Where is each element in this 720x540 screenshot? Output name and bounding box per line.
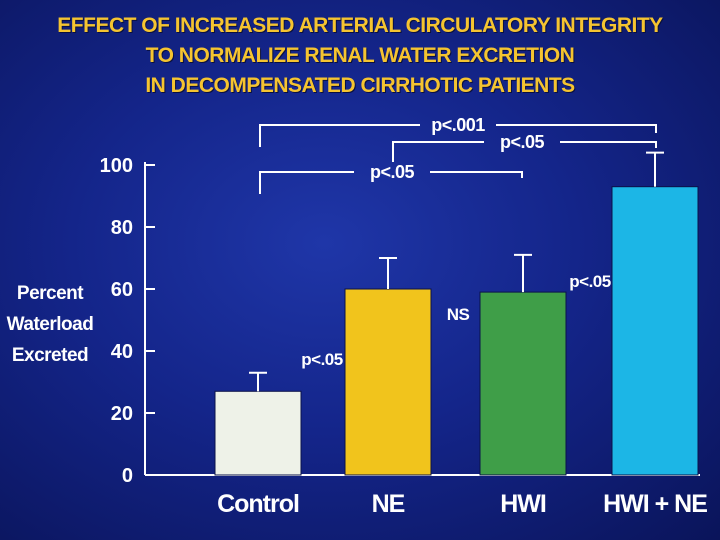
x-tick-label-hwi-ne: HWI + NE: [603, 490, 707, 518]
annotation-label-1: p<.05: [301, 350, 342, 369]
comparison-label-1: p<.001: [431, 115, 485, 135]
chart-title-line-2: TO NORMALIZE RENAL WATER EXCRETION: [145, 44, 575, 67]
chart-title-line-3: IN DECOMPENSATED CIRRHOTIC PATIENTS: [145, 74, 575, 97]
bar-ne: [344, 288, 432, 476]
y-tick-label-80: 80: [111, 217, 133, 239]
comparison-bracket-3: [259, 171, 523, 194]
y-axis-label-line-3: Excreted: [11, 345, 89, 366]
comparison-label-3: p<.05: [370, 162, 415, 182]
x-tick-label-control: Control: [217, 490, 299, 518]
x-tick-label-hwi: HWI: [500, 490, 546, 518]
y-tick-label-40: 40: [111, 341, 133, 363]
bar-hwi: [479, 291, 567, 476]
bar-hwi-ne: [611, 186, 699, 476]
y-axis-label-line-2: Waterload: [6, 314, 94, 335]
y-tick-label-0: 0: [122, 465, 133, 487]
x-tick-label-ne: NE: [372, 490, 405, 518]
comparison-bracket-2: [392, 141, 657, 162]
annotation-label-2: NS: [447, 305, 470, 324]
chart-title-line-1: EFFECT OF INCREASED ARTERIAL CIRCULATORY…: [57, 14, 663, 37]
y-axis-label-line-1: Percent: [16, 283, 84, 304]
bar-control: [214, 390, 302, 476]
comparison-bracket-1: [259, 124, 657, 147]
annotation-label-3: p<.05: [569, 272, 610, 291]
y-tick-label-60: 60: [111, 279, 133, 301]
y-tick-label-100: 100: [100, 155, 133, 177]
y-tick-label-20: 20: [111, 403, 133, 425]
comparison-label-2: p<.05: [500, 132, 545, 152]
